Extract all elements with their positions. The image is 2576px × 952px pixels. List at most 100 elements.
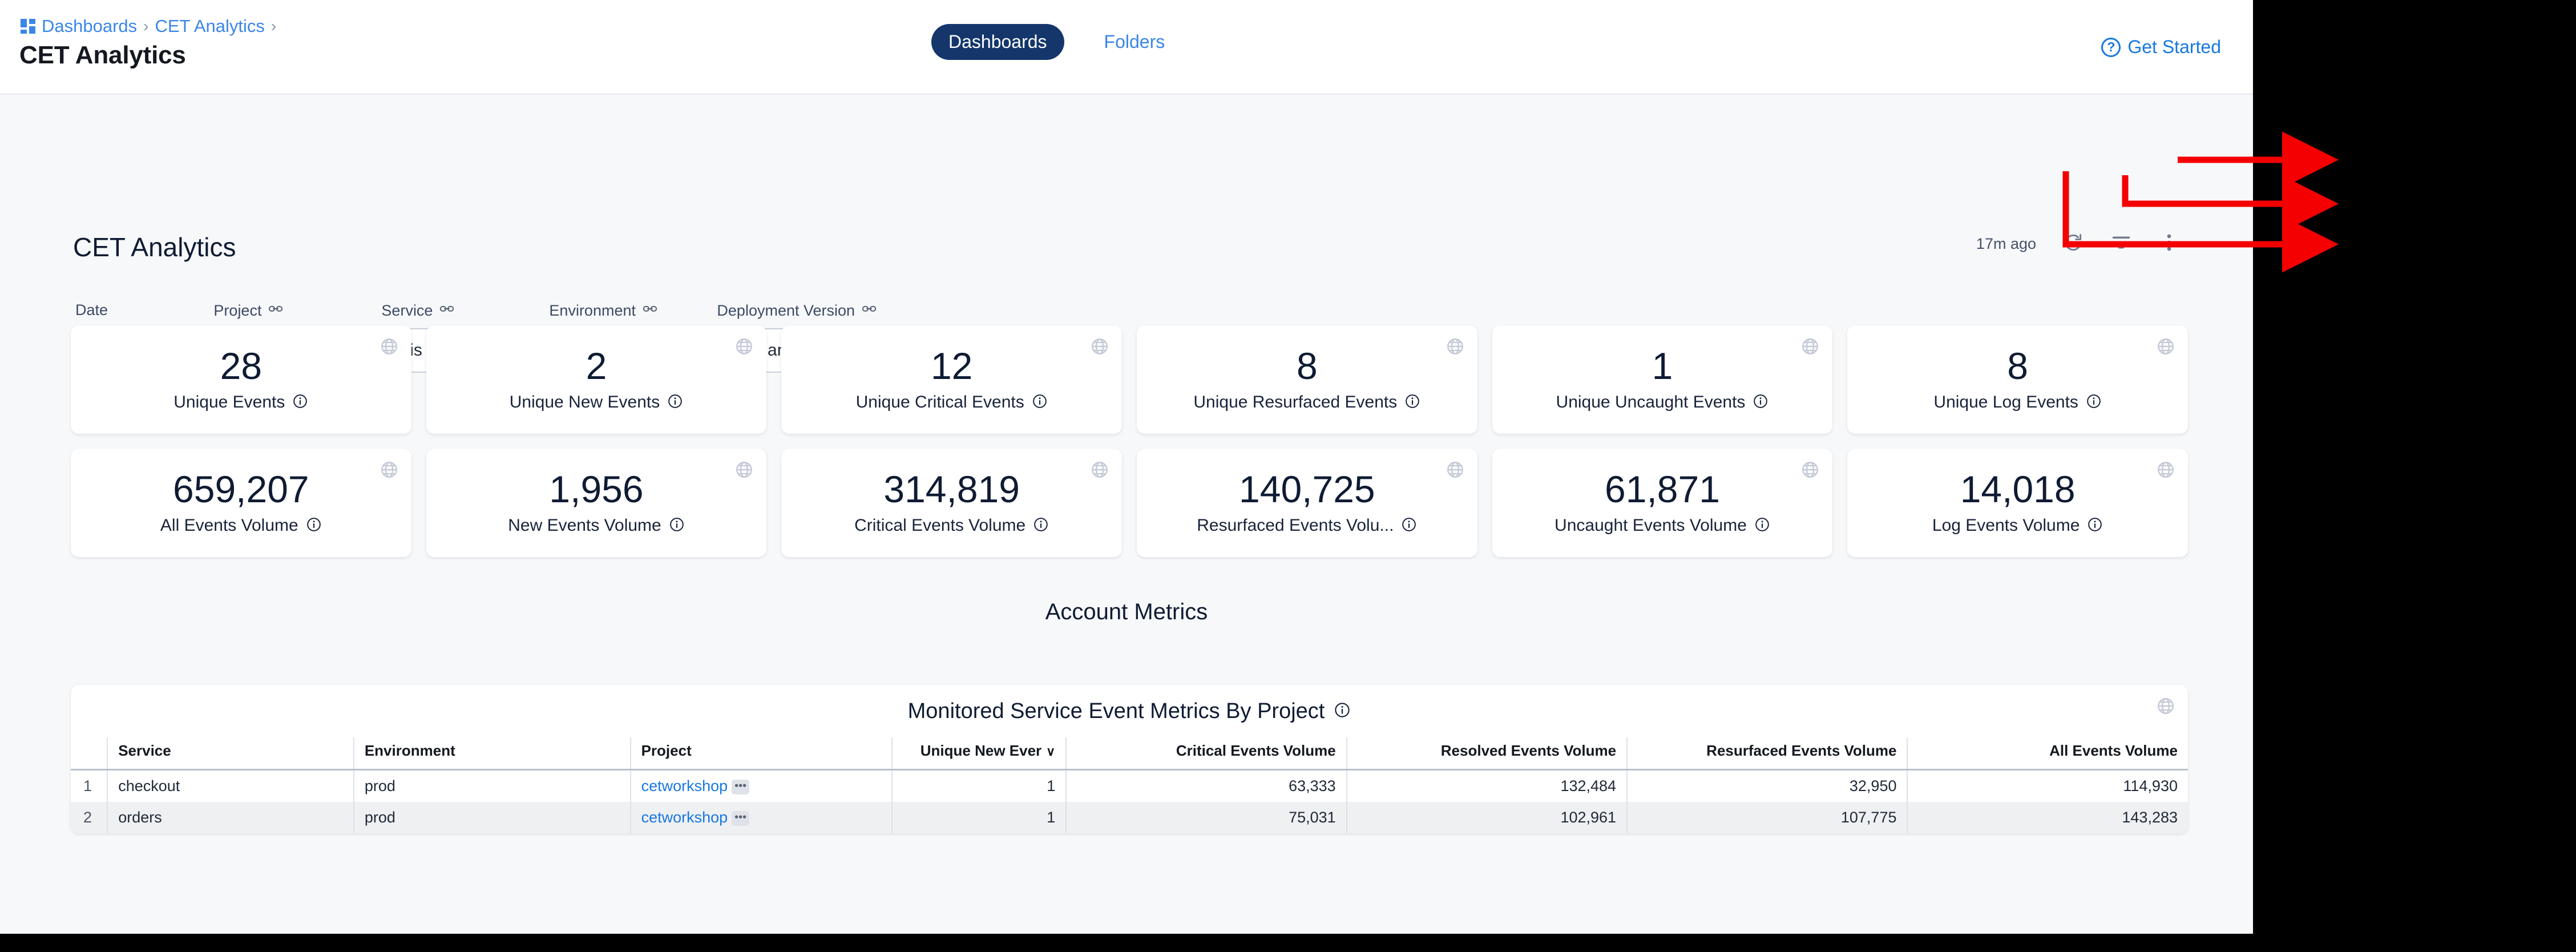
table-col-unique-new-events[interactable]: Unique New Ever ∨ <box>891 737 1067 771</box>
info-icon[interactable] <box>1032 393 1048 412</box>
kpi-card-critical-events-volume[interactable]: 314,819 Critical Events Volume <box>781 449 1122 557</box>
kpi-card-all-events-volume[interactable]: 659,207 All Events Volume <box>71 449 411 557</box>
info-icon[interactable] <box>292 393 308 412</box>
kpi-label-row: Unique Log Events <box>1933 393 2102 412</box>
get-started-label: Get Started <box>2127 37 2221 57</box>
filter-date-label-row: Date <box>73 301 195 319</box>
table-col-environment[interactable]: Environment <box>353 737 631 771</box>
info-icon[interactable] <box>1754 517 1770 535</box>
kpi-label: Unique Uncaught Events <box>1556 393 1746 412</box>
table-col-service[interactable]: Service <box>107 737 354 771</box>
tab-dashboards[interactable]: Dashboards <box>931 24 1064 60</box>
kpi-label: Unique Critical Events <box>855 393 1024 412</box>
kpi-value: 8 <box>2007 345 2029 387</box>
info-icon[interactable] <box>2087 517 2103 535</box>
cell-resurfaced-events-volume: 32,950 <box>1626 769 1908 802</box>
info-icon[interactable] <box>1404 393 1420 412</box>
kpi-card-grid: 28 Unique Events 2 Unique New Events 12 Uni… <box>71 325 2188 557</box>
globe-icon <box>2156 460 2175 482</box>
table-row[interactable]: 2 orders prod cetworkshop ••• 1 75,031 102,961 1… <box>71 802 2188 833</box>
kpi-card-unique-uncaught-events[interactable]: 1 Unique Uncaught Events <box>1492 325 1833 434</box>
table-col-critical-events-volume[interactable]: Critical Events Volume <box>1065 737 1347 771</box>
cell-environment: prod <box>353 769 631 802</box>
kpi-label: Uncaught Events Volume <box>1555 516 1747 535</box>
filter-deployment-version-label-row: Deployment Version <box>714 301 877 320</box>
kpi-card-new-events-volume[interactable]: 1,956 New Events Volume <box>426 449 767 557</box>
last-refreshed-label: 17m ago <box>1976 235 2036 252</box>
table-header: Service Environment Project Unique New E… <box>71 737 2188 771</box>
filter-service-label-row: Service <box>379 301 531 320</box>
table-col-index <box>71 737 108 771</box>
kpi-value: 2 <box>586 345 607 387</box>
kpi-label-row: New Events Volume <box>508 516 684 535</box>
kpi-card-unique-events[interactable]: 28 Unique Events <box>71 325 411 434</box>
kpi-label: Unique Resurfaced Events <box>1193 393 1398 412</box>
dashboard-title: CET Analytics <box>73 232 236 262</box>
table-row[interactable]: 1 checkout prod cetworkshop ••• 1 63,333 132,48… <box>71 769 2188 802</box>
kpi-label-row: Unique Events <box>173 393 308 412</box>
tab-folders[interactable]: Folders <box>1104 31 1165 52</box>
cell-unique-new-events: 1 <box>891 769 1067 802</box>
dashboard-toolbar: 17m ago <box>1976 232 2180 256</box>
globe-icon <box>1800 337 1820 359</box>
globe-icon <box>1446 460 1465 482</box>
info-icon[interactable] <box>2086 393 2102 412</box>
dashboard-grid-icon <box>21 18 35 34</box>
breadcrumb-item-cet-analytics[interactable]: CET Analytics <box>155 16 265 36</box>
table-col-all-events-volume[interactable]: All Events Volume <box>1907 737 2188 771</box>
kpi-value: 659,207 <box>173 468 309 510</box>
kpi-card-unique-log-events[interactable]: 8 Unique Log Events <box>1847 325 2188 434</box>
breadcrumb-separator-2: › <box>270 17 277 35</box>
kebab-menu-icon[interactable] <box>2158 232 2180 256</box>
info-icon[interactable] <box>1753 393 1769 412</box>
kpi-label-row: Unique New Events <box>510 393 683 412</box>
kpi-label: Critical Events Volume <box>854 516 1026 535</box>
kpi-label-row: Uncaught Events Volume <box>1555 516 1770 535</box>
kpi-label-row: Unique Uncaught Events <box>1556 393 1769 412</box>
breadcrumb-item-dashboards[interactable]: Dashboards <box>42 16 138 36</box>
breadcrumb-separator-1: › <box>143 17 149 35</box>
link-icon <box>268 301 283 320</box>
cell-critical-events-volume: 63,333 <box>1065 769 1347 802</box>
cell-project: cetworkshop ••• <box>629 769 892 802</box>
project-link[interactable]: cetworkshop <box>641 809 728 826</box>
globe-icon <box>379 460 399 482</box>
cell-service: orders <box>107 802 354 833</box>
filter-environment-label-row: Environment <box>547 301 698 320</box>
info-icon[interactable] <box>1401 517 1417 535</box>
table-col-resurfaced-events-volume[interactable]: Resurfaced Events Volume <box>1626 737 1908 771</box>
kpi-label: Unique New Events <box>509 393 660 412</box>
info-icon[interactable] <box>1334 701 1351 721</box>
info-icon[interactable] <box>1033 517 1049 535</box>
project-link[interactable]: cetworkshop <box>641 777 728 794</box>
section-heading-account-metrics: Account Metrics <box>1045 599 1208 624</box>
monitored-service-table-panel: Monitored Service Event Metrics By Proje… <box>71 685 2188 833</box>
kpi-value: 314,819 <box>883 468 1020 510</box>
info-icon[interactable] <box>667 393 683 412</box>
cell-project: cetworkshop ••• <box>629 802 892 833</box>
kpi-card-log-events-volume[interactable]: 14,018 Log Events Volume <box>1847 449 2188 557</box>
table-col-project[interactable]: Project <box>629 737 892 771</box>
kpi-card-unique-new-events[interactable]: 2 Unique New Events <box>426 325 767 434</box>
cell-critical-events-volume: 75,031 <box>1065 802 1347 833</box>
kpi-label: Resurfaced Events Volu... <box>1197 516 1394 535</box>
kpi-label-row: Critical Events Volume <box>854 516 1049 535</box>
row-index: 1 <box>83 777 92 794</box>
link-icon <box>643 301 657 320</box>
kpi-value: 61,871 <box>1605 468 1720 510</box>
kpi-card-resurfaced-events-volu[interactable]: 140,725 Resurfaced Events Volu... <box>1137 449 1477 557</box>
sort-chevron-down-icon[interactable]: ∨ <box>1046 744 1056 759</box>
info-icon[interactable] <box>669 517 685 535</box>
info-icon[interactable] <box>306 517 322 535</box>
kpi-card-uncaught-events-volume[interactable]: 61,871 Uncaught Events Volume <box>1492 449 1833 557</box>
ellipsis-badge-icon[interactable]: ••• <box>732 779 750 794</box>
refresh-icon[interactable] <box>2062 232 2084 256</box>
ellipsis-badge-icon[interactable]: ••• <box>732 810 750 826</box>
get-started-link[interactable]: ? Get Started <box>2101 37 2221 58</box>
table-col-resolved-events-volume[interactable]: Resolved Events Volume <box>1346 737 1628 771</box>
kpi-card-unique-critical-events[interactable]: 12 Unique Critical Events <box>781 325 1122 434</box>
filter-icon[interactable] <box>2110 232 2132 256</box>
globe-icon <box>1800 460 1820 482</box>
kpi-label: Log Events Volume <box>1932 516 2080 535</box>
kpi-card-unique-resurfaced-events[interactable]: 8 Unique Resurfaced Events <box>1137 325 1477 434</box>
